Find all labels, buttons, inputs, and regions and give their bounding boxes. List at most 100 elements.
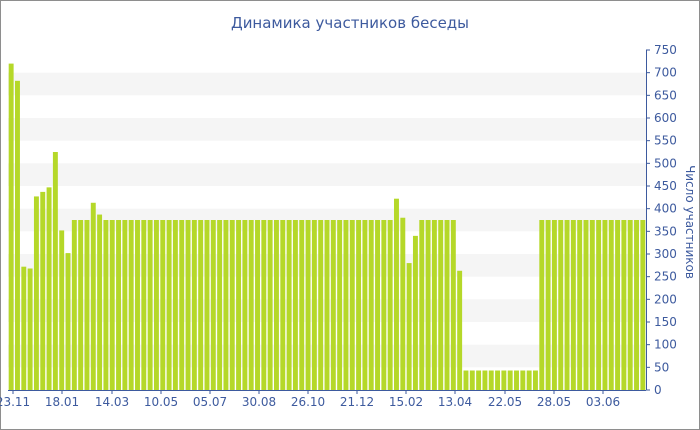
bar <box>65 253 71 390</box>
bar <box>463 370 469 390</box>
bar <box>242 220 248 390</box>
bar <box>40 191 46 390</box>
bar <box>368 220 374 390</box>
y-tick-label: 200 <box>654 292 677 306</box>
bar <box>621 220 627 390</box>
bar <box>425 220 431 390</box>
bar <box>406 263 412 390</box>
y-tick-label: 450 <box>654 179 677 193</box>
x-tick-label: 23.11 <box>0 395 30 409</box>
bar <box>558 220 564 390</box>
bar <box>532 370 538 390</box>
bar <box>122 220 128 390</box>
x-tick-label: 21.12 <box>340 395 374 409</box>
bar <box>577 220 583 390</box>
bar <box>514 370 519 390</box>
bar <box>457 270 463 390</box>
bar <box>330 220 336 390</box>
x-tick-label: 18.01 <box>45 395 79 409</box>
bar <box>583 220 589 390</box>
bar <box>375 220 380 390</box>
bar <box>349 220 355 390</box>
bar <box>128 220 134 390</box>
bar <box>337 220 343 390</box>
bar <box>78 220 84 390</box>
bar <box>640 220 646 390</box>
bar <box>274 220 279 390</box>
bar <box>198 220 204 390</box>
bar <box>261 220 267 390</box>
bar <box>217 220 223 390</box>
bar <box>311 220 317 390</box>
bar <box>147 220 153 390</box>
y-tick-label: 300 <box>654 247 677 261</box>
bars <box>8 63 646 390</box>
bar <box>570 220 576 390</box>
bar <box>495 370 501 390</box>
bar <box>248 220 254 390</box>
bar <box>305 220 311 390</box>
x-tick-label: 14.03 <box>95 395 129 409</box>
y-axis-label: Число участников <box>683 165 697 279</box>
x-tick-label: 15.02 <box>389 395 423 409</box>
x-tick-label: 10.05 <box>144 395 178 409</box>
bar <box>267 220 273 390</box>
y-tick-label: 400 <box>654 202 677 216</box>
bar <box>362 220 368 390</box>
grid-band <box>8 163 646 186</box>
bar <box>210 220 216 390</box>
bar <box>488 370 494 390</box>
bar <box>116 220 122 390</box>
bar <box>223 220 229 390</box>
bar <box>109 220 115 390</box>
x-tick-label: 05.07 <box>193 395 227 409</box>
bar <box>292 220 298 390</box>
bar <box>204 220 210 390</box>
bar <box>507 370 513 390</box>
bar <box>520 370 526 390</box>
bar <box>286 220 292 390</box>
y-tick-label: 500 <box>654 156 677 170</box>
y-tick-label: 150 <box>654 315 677 329</box>
bar <box>615 220 621 390</box>
bar <box>103 220 109 390</box>
bar <box>179 220 185 390</box>
bar <box>469 370 475 390</box>
bar <box>343 220 349 390</box>
bar <box>27 268 33 390</box>
bar <box>545 220 551 390</box>
bar <box>608 220 614 390</box>
y-tick-label: 50 <box>654 360 669 374</box>
bar <box>46 187 52 390</box>
bar <box>185 220 191 390</box>
grid-band <box>8 72 646 96</box>
bar <box>172 220 178 390</box>
bar <box>141 220 147 390</box>
x-tick-label: 22.05 <box>488 395 522 409</box>
bar <box>602 220 608 390</box>
bar <box>419 220 425 390</box>
y-tick-label: 100 <box>654 338 677 352</box>
bar <box>356 220 362 390</box>
y-tick-label: 700 <box>654 66 677 80</box>
bar <box>166 220 172 390</box>
bar <box>71 220 77 390</box>
bar <box>324 220 330 390</box>
bar <box>444 220 450 390</box>
bar <box>280 220 286 390</box>
bar <box>539 220 545 390</box>
bar <box>191 220 197 390</box>
bar <box>482 370 488 390</box>
grid-band <box>8 118 646 141</box>
x-tick-label: 28.05 <box>537 395 571 409</box>
bar <box>526 370 532 390</box>
y-tick-label: 350 <box>654 224 677 238</box>
bar <box>236 220 242 390</box>
bar <box>501 370 507 390</box>
bar <box>318 220 324 390</box>
bar <box>412 235 418 390</box>
y-tick-label: 750 <box>654 43 677 57</box>
bar <box>394 198 399 390</box>
bar <box>255 220 260 390</box>
